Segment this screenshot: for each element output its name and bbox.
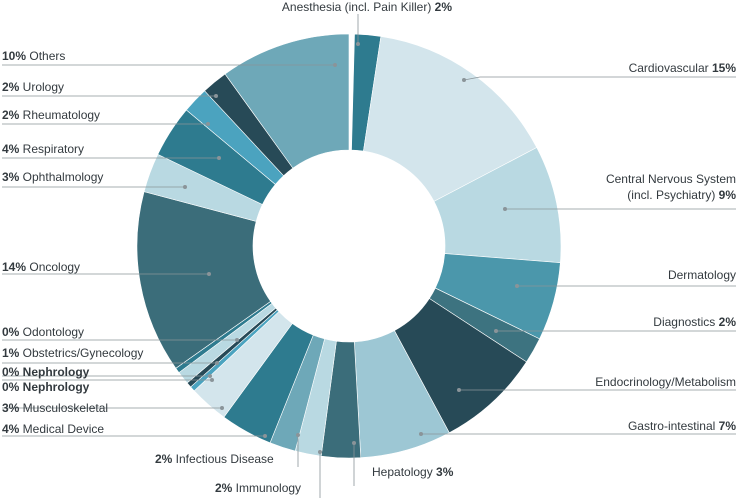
label-cardiovascular-1: Cardiovascular 15% <box>629 61 737 75</box>
leader-dot-1 <box>462 78 466 82</box>
leader-dot-5 <box>457 388 461 392</box>
leader-dot-19 <box>206 122 210 126</box>
label-endocrinology-metabolism-5: Endocrinology/Metabolism <box>595 375 736 389</box>
label-central-nervous-system-incl-psychiatry-2: Central Nervous System (incl. Psychiatry)… <box>606 172 736 202</box>
leader-dot-12 <box>210 378 214 382</box>
slices <box>136 33 562 459</box>
label-urology-20: 2% Urology <box>2 80 64 94</box>
slice-oncology-16 <box>136 191 271 369</box>
leader-lines <box>2 14 736 498</box>
label-obstetrics-gynecology-14: 1% Obstetrics/Gynecology <box>2 346 143 360</box>
slice-cardiovascular-1 <box>363 36 538 202</box>
label-infectious-disease-9: 2% Infectious Disease <box>155 452 274 466</box>
label-ophthalmology-17: 3% Ophthalmology <box>2 170 103 184</box>
label-gastro-intestinal-6: Gastro-intestinal 7% <box>628 419 736 433</box>
leader-dot-20 <box>214 94 218 98</box>
leader-dot-16 <box>207 272 211 276</box>
leader-dot-11 <box>220 406 224 410</box>
label-nephrology-13: 0% Nephrology <box>2 365 90 379</box>
label-hepatology-7: Hepatology 3% <box>372 465 454 479</box>
leader-dot-21 <box>333 63 337 67</box>
leader-dot-17 <box>183 185 187 189</box>
leader-dot-18 <box>217 156 221 160</box>
label-others-21: 10% Others <box>2 49 65 63</box>
leader-dot-15 <box>235 338 239 342</box>
leader-cardiovascular-1 <box>463 76 736 81</box>
leader-dot-0 <box>356 42 360 46</box>
leader-dot-2 <box>503 207 507 211</box>
label-rheumatology-19: 2% Rheumatology <box>2 108 100 122</box>
leader-dot-10 <box>263 434 267 438</box>
slice-others-21 <box>224 33 350 169</box>
label-dermatology-3: Dermatology <box>668 268 736 282</box>
leader-dot-4 <box>494 329 498 333</box>
leader-dot-13 <box>208 374 212 378</box>
leader-dot-8 <box>318 450 322 454</box>
leader-dot-14 <box>215 361 219 365</box>
label-nephrology-12: 0% Nephrology <box>2 380 90 394</box>
label-diagnostics-4: Diagnostics 2% <box>653 315 736 329</box>
leader-dot-3 <box>515 284 519 288</box>
label-anesthesia-incl-pain-killer-0: Anesthesia (incl. Pain Killer) 2% <box>282 0 452 14</box>
label-oncology-16: 14% Oncology <box>2 260 80 274</box>
leader-dot-7 <box>352 441 356 445</box>
label-immunology-8: 2% Immunology <box>215 481 301 495</box>
leader-dot-6 <box>419 432 423 436</box>
leader-dot-9 <box>296 433 300 437</box>
donut-hole <box>253 150 445 342</box>
label-odontology-15: 0% Odontology <box>2 325 84 339</box>
label-respiratory-18: 4% Respiratory <box>2 142 84 156</box>
labels: Anesthesia (incl. Pain Killer) 2% Cardiov… <box>2 0 736 495</box>
label-musculoskeletal-11: 3% Musculoskeletal <box>2 401 108 415</box>
label-medical-device-10: 4% Medical Device <box>2 422 104 436</box>
